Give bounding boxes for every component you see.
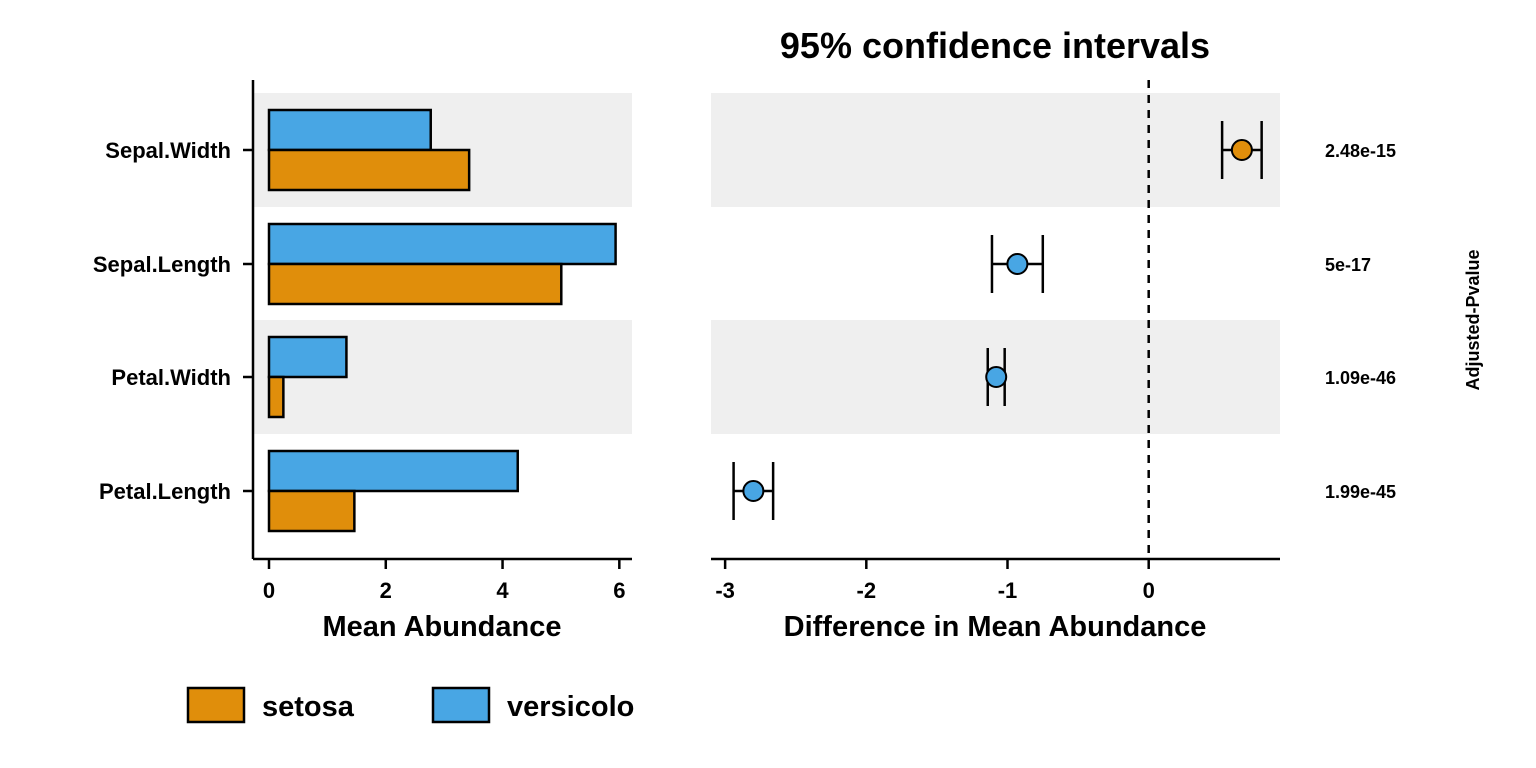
- bar-x-axis-title: Mean Abundance: [322, 611, 561, 643]
- ci-x-tick-label: -3: [715, 578, 735, 603]
- bar-setosa: [267, 375, 285, 419]
- category-label: Petal.Length: [99, 479, 231, 504]
- legend: setosa versicolo: [186, 686, 634, 724]
- row-band: [711, 93, 1280, 207]
- bar-setosa: [267, 148, 471, 192]
- ci-panel: -3 -2 -1 0: [711, 80, 1280, 603]
- category-label: Sepal.Width: [105, 138, 231, 163]
- bar-x-tick-label: 0: [263, 578, 275, 603]
- pvalue-label: 2.48e-15: [1325, 141, 1396, 161]
- bar-versicolo: [267, 108, 432, 152]
- pvalue-label: 1.99e-45: [1325, 482, 1396, 502]
- bar-versicolo: [267, 222, 617, 266]
- category-label: Petal.Width: [111, 365, 231, 390]
- bar-setosa: [267, 489, 356, 533]
- legend-swatch: [186, 686, 246, 724]
- ci-point: [985, 366, 1008, 388]
- pvalue-label: 5e-17: [1325, 255, 1371, 275]
- legend-swatch: [431, 686, 491, 724]
- pvalue-panel: 1.99e-45 1.09e-46 5e-17 2.48e-15: [1325, 141, 1396, 502]
- chart-title: 95% confidence intervals: [780, 25, 1210, 66]
- bar-versicolo: [267, 449, 519, 493]
- bar-setosa: [267, 262, 563, 306]
- ci-x-tick-label: 0: [1143, 578, 1155, 603]
- bar-panel: Petal.Length Petal.Width Sepal.Length Sepal…: [93, 80, 632, 603]
- category-label: Sepal.Length: [93, 252, 231, 277]
- ci-point: [1230, 139, 1253, 161]
- bar-versicolo: [267, 335, 348, 379]
- ci-x-tick-label: -2: [857, 578, 877, 603]
- bar-x-tick-label: 2: [380, 578, 392, 603]
- pvalue-label: 1.09e-46: [1325, 368, 1396, 388]
- ci-point: [742, 480, 765, 502]
- bar-x-tick-label: 4: [496, 578, 509, 603]
- pvalue-axis-title: Adjusted-Pvalue: [1463, 249, 1483, 390]
- bar-x-tick-label: 6: [613, 578, 625, 603]
- ci-x-axis-title: Difference in Mean Abundance: [784, 611, 1207, 643]
- ci-x-tick-label: -1: [998, 578, 1018, 603]
- ci-point: [1006, 253, 1029, 275]
- legend-label: setosa: [262, 691, 355, 723]
- legend-label: versicolo: [507, 691, 634, 723]
